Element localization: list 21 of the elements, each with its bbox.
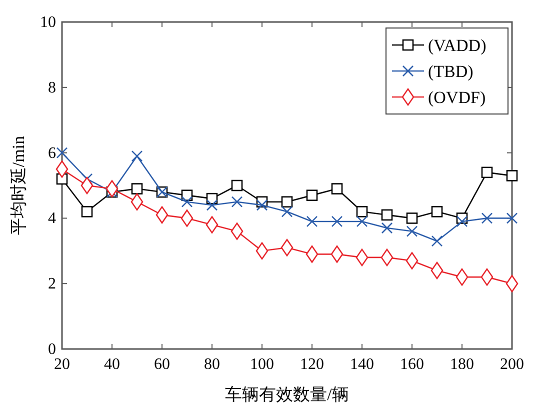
- x-tick-label: 160: [400, 356, 424, 373]
- x-tick-label: 40: [104, 356, 120, 373]
- x-tick-label: 140: [350, 356, 374, 373]
- x-tick-label: 180: [450, 356, 474, 373]
- y-axis-title: 平均时延/min: [9, 135, 28, 236]
- y-tick-label: 2: [48, 276, 56, 293]
- x-tick-label: 20: [54, 356, 70, 373]
- x-axis-title: 车辆有效数量/辆: [225, 385, 349, 404]
- x-tick-label: 200: [500, 356, 524, 373]
- y-tick-label: 6: [48, 144, 56, 162]
- x-tick-label: 100: [250, 356, 274, 373]
- legend-label: (OVDF): [428, 88, 486, 107]
- x-tick-label: 80: [204, 356, 220, 373]
- legend-label: (VADD): [428, 36, 486, 55]
- y-tick-label: 8: [48, 79, 56, 96]
- legend-label: (TBD): [428, 62, 474, 81]
- y-tick-label: 4: [48, 210, 56, 228]
- y-tick-label: 10: [40, 14, 56, 31]
- y-tick-label: 0: [48, 341, 56, 358]
- x-tick-label: 120: [300, 356, 324, 373]
- x-tick-label: 60: [154, 356, 170, 373]
